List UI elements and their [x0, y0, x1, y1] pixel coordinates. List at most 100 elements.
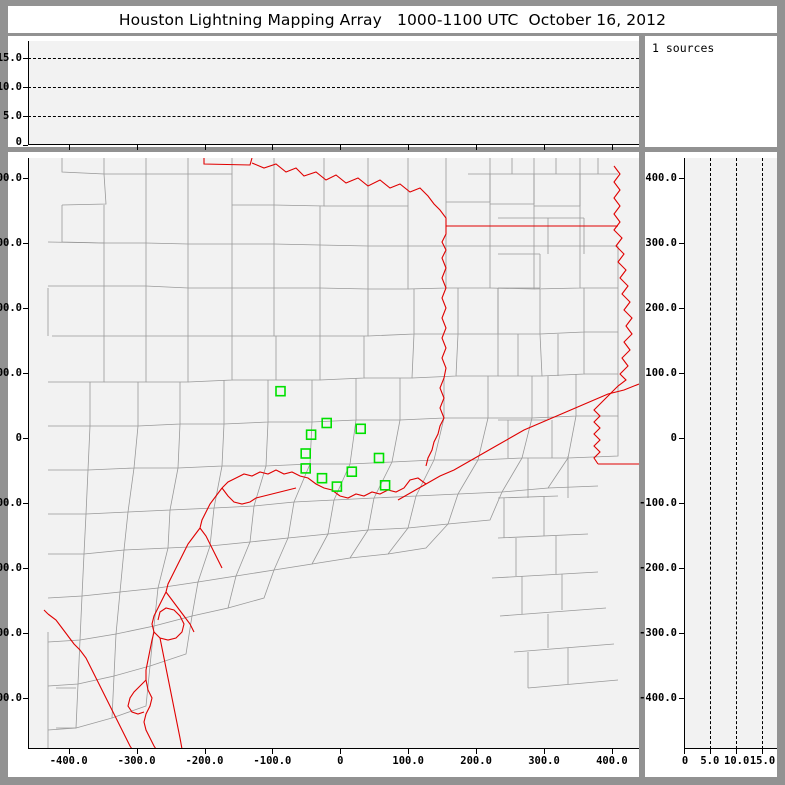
alty-ytick-label-200: 200.0 — [645, 302, 677, 315]
map-xtick-label-0: 0 — [337, 755, 344, 767]
alty-ytick-label-100: 100.0 — [645, 367, 677, 379]
alty-ytick-label-400: 400.0 — [645, 172, 677, 185]
altitude-vs-north-panel: 400.0 300.0 200.0 100.0 0 -100.0 -200.0 … — [639, 152, 777, 777]
alty-ytick-label--300: -300.0 — [639, 626, 677, 639]
map-xtick-mark-200 — [476, 749, 478, 754]
map-y-axis-line — [28, 158, 29, 749]
station-marker[interactable] — [321, 417, 333, 429]
map-xtick-label--300: -300.0 — [117, 755, 156, 767]
ytick-label-15: 15.0 — [0, 52, 22, 65]
gridline-y-5 — [28, 116, 639, 118]
station-marker[interactable] — [373, 452, 385, 464]
map-xtick-mark--300 — [136, 749, 138, 754]
alty-ytick-mark-0 — [679, 438, 684, 439]
map-xtick-mark-400 — [611, 749, 613, 754]
map-ytick-label--200: -200.0 — [0, 561, 22, 574]
station-marker[interactable] — [331, 481, 343, 492]
station-marker[interactable] — [300, 463, 312, 474]
gridline-x-10 — [735, 158, 737, 749]
altitude-vs-east-panel: 0 5.0 10.0 15.0 -400.0 -300.0 -200.0 -10… — [0, 36, 639, 163]
map-ytick-mark--200 — [23, 567, 28, 569]
station-marker[interactable] — [305, 429, 317, 441]
ytick-mark-0 — [23, 145, 28, 146]
x-axis-line — [28, 144, 639, 145]
gridline-x-5 — [709, 158, 711, 749]
alty-ytick-mark--400 — [679, 697, 684, 699]
plan-view-map-panel[interactable]: 400.0 300.0 200.0 100.0 0 -100.0 -200.0 … — [0, 152, 639, 777]
xtick-mark--300 — [136, 145, 138, 150]
station-marker[interactable] — [379, 479, 391, 491]
map-xtick-label--400: -400.0 — [49, 755, 88, 767]
xtick-mark--100 — [272, 145, 274, 150]
map-xtick-mark--100 — [272, 749, 274, 754]
map-ytick-label--100: -100.0 — [0, 496, 22, 509]
map-xtick-label-200: 200.0 — [460, 755, 492, 767]
alty-ytick-mark--300 — [679, 632, 684, 634]
xtick-mark-300 — [544, 145, 545, 150]
ytick-label-10: 10.0 — [0, 81, 22, 94]
station-marker[interactable] — [316, 472, 328, 484]
title-bar: Houston Lightning Mapping Array 1000-110… — [8, 6, 777, 33]
page-title: Houston Lightning Mapping Array 1000-110… — [118, 10, 667, 29]
map-xtick-label-400: 400.0 — [596, 755, 628, 767]
y-axis-line — [28, 41, 29, 145]
alty-ytick-mark-400 — [679, 178, 684, 180]
map-xtick-label-300: 300.0 — [528, 755, 560, 767]
source-count-panel: 1 sources — [645, 36, 777, 147]
xtick-mark-400 — [611, 145, 613, 150]
map-ytick-label--400: -400.0 — [0, 691, 22, 704]
xtick-mark--400 — [68, 145, 70, 150]
source-count-label: 1 sources — [652, 41, 715, 55]
map-ytick-mark-100 — [23, 373, 28, 374]
map-xtick-label--200: -200.0 — [185, 755, 224, 767]
alty-ytick-mark-300 — [679, 243, 684, 245]
alty-xtick-mark-5 — [709, 749, 711, 754]
map-xtick-label-100: 100.0 — [392, 755, 424, 767]
xtick-mark-100 — [408, 145, 410, 150]
map-ytick-mark-0 — [23, 438, 28, 439]
alty-ytick-label-0: 0 — [670, 432, 677, 444]
alty-ytick-mark--200 — [679, 567, 684, 569]
lma-station-markers[interactable] — [275, 385, 391, 492]
altitude-vs-north-plot-area — [684, 158, 777, 749]
alty-xtick-mark-10 — [735, 749, 737, 754]
alty-xtick-label-5: 5.0 — [700, 755, 720, 767]
alty-xtick-label-15: 15.0 — [749, 755, 776, 767]
map-ytick-mark-400 — [23, 178, 28, 180]
map-ytick-label-0: 0 — [15, 432, 22, 444]
map-xtick-mark--200 — [204, 749, 206, 754]
county-boundaries — [47, 158, 619, 749]
map-ytick-label-100: 100.0 — [0, 367, 22, 379]
map-xtick-label--100: -100.0 — [253, 755, 292, 767]
ytick-label-5: 5.0 — [3, 110, 22, 123]
station-marker[interactable] — [346, 466, 358, 478]
alty-ytick-label--400: -400.0 — [639, 691, 677, 704]
xtick-mark-0 — [340, 145, 342, 150]
ytick-mark-5 — [23, 116, 28, 118]
station-marker[interactable] — [355, 423, 367, 435]
map-graphic — [43, 158, 639, 749]
alty-x-axis-line — [684, 748, 777, 749]
alty-xtick-label-0: 0 — [681, 755, 689, 767]
map-ytick-label-300: 300.0 — [0, 237, 22, 250]
station-marker[interactable] — [275, 385, 286, 397]
station-marker[interactable] — [300, 448, 312, 459]
coastline — [43, 383, 639, 749]
alty-ytick-label--200: -200.0 — [639, 561, 677, 574]
gridline-y-10 — [28, 87, 639, 89]
ytick-mark-15 — [23, 58, 28, 60]
map-ytick-mark--100 — [23, 502, 28, 504]
alty-ytick-label-300: 300.0 — [645, 237, 677, 250]
altitude-vs-east-plot-area — [28, 41, 639, 145]
alty-y-axis-line — [684, 158, 685, 749]
alty-xtick-mark-0 — [684, 749, 685, 754]
map-ytick-mark-200 — [23, 308, 28, 310]
map-xtick-mark-300 — [544, 749, 545, 754]
alty-ytick-mark-100 — [679, 373, 684, 374]
alty-ytick-label--100: -100.0 — [639, 496, 677, 509]
xtick-mark--200 — [204, 145, 206, 150]
plan-view-plot-area[interactable] — [28, 158, 639, 749]
alty-xtick-label-10: 10.0 — [724, 755, 750, 767]
alty-ytick-mark-200 — [679, 308, 684, 310]
